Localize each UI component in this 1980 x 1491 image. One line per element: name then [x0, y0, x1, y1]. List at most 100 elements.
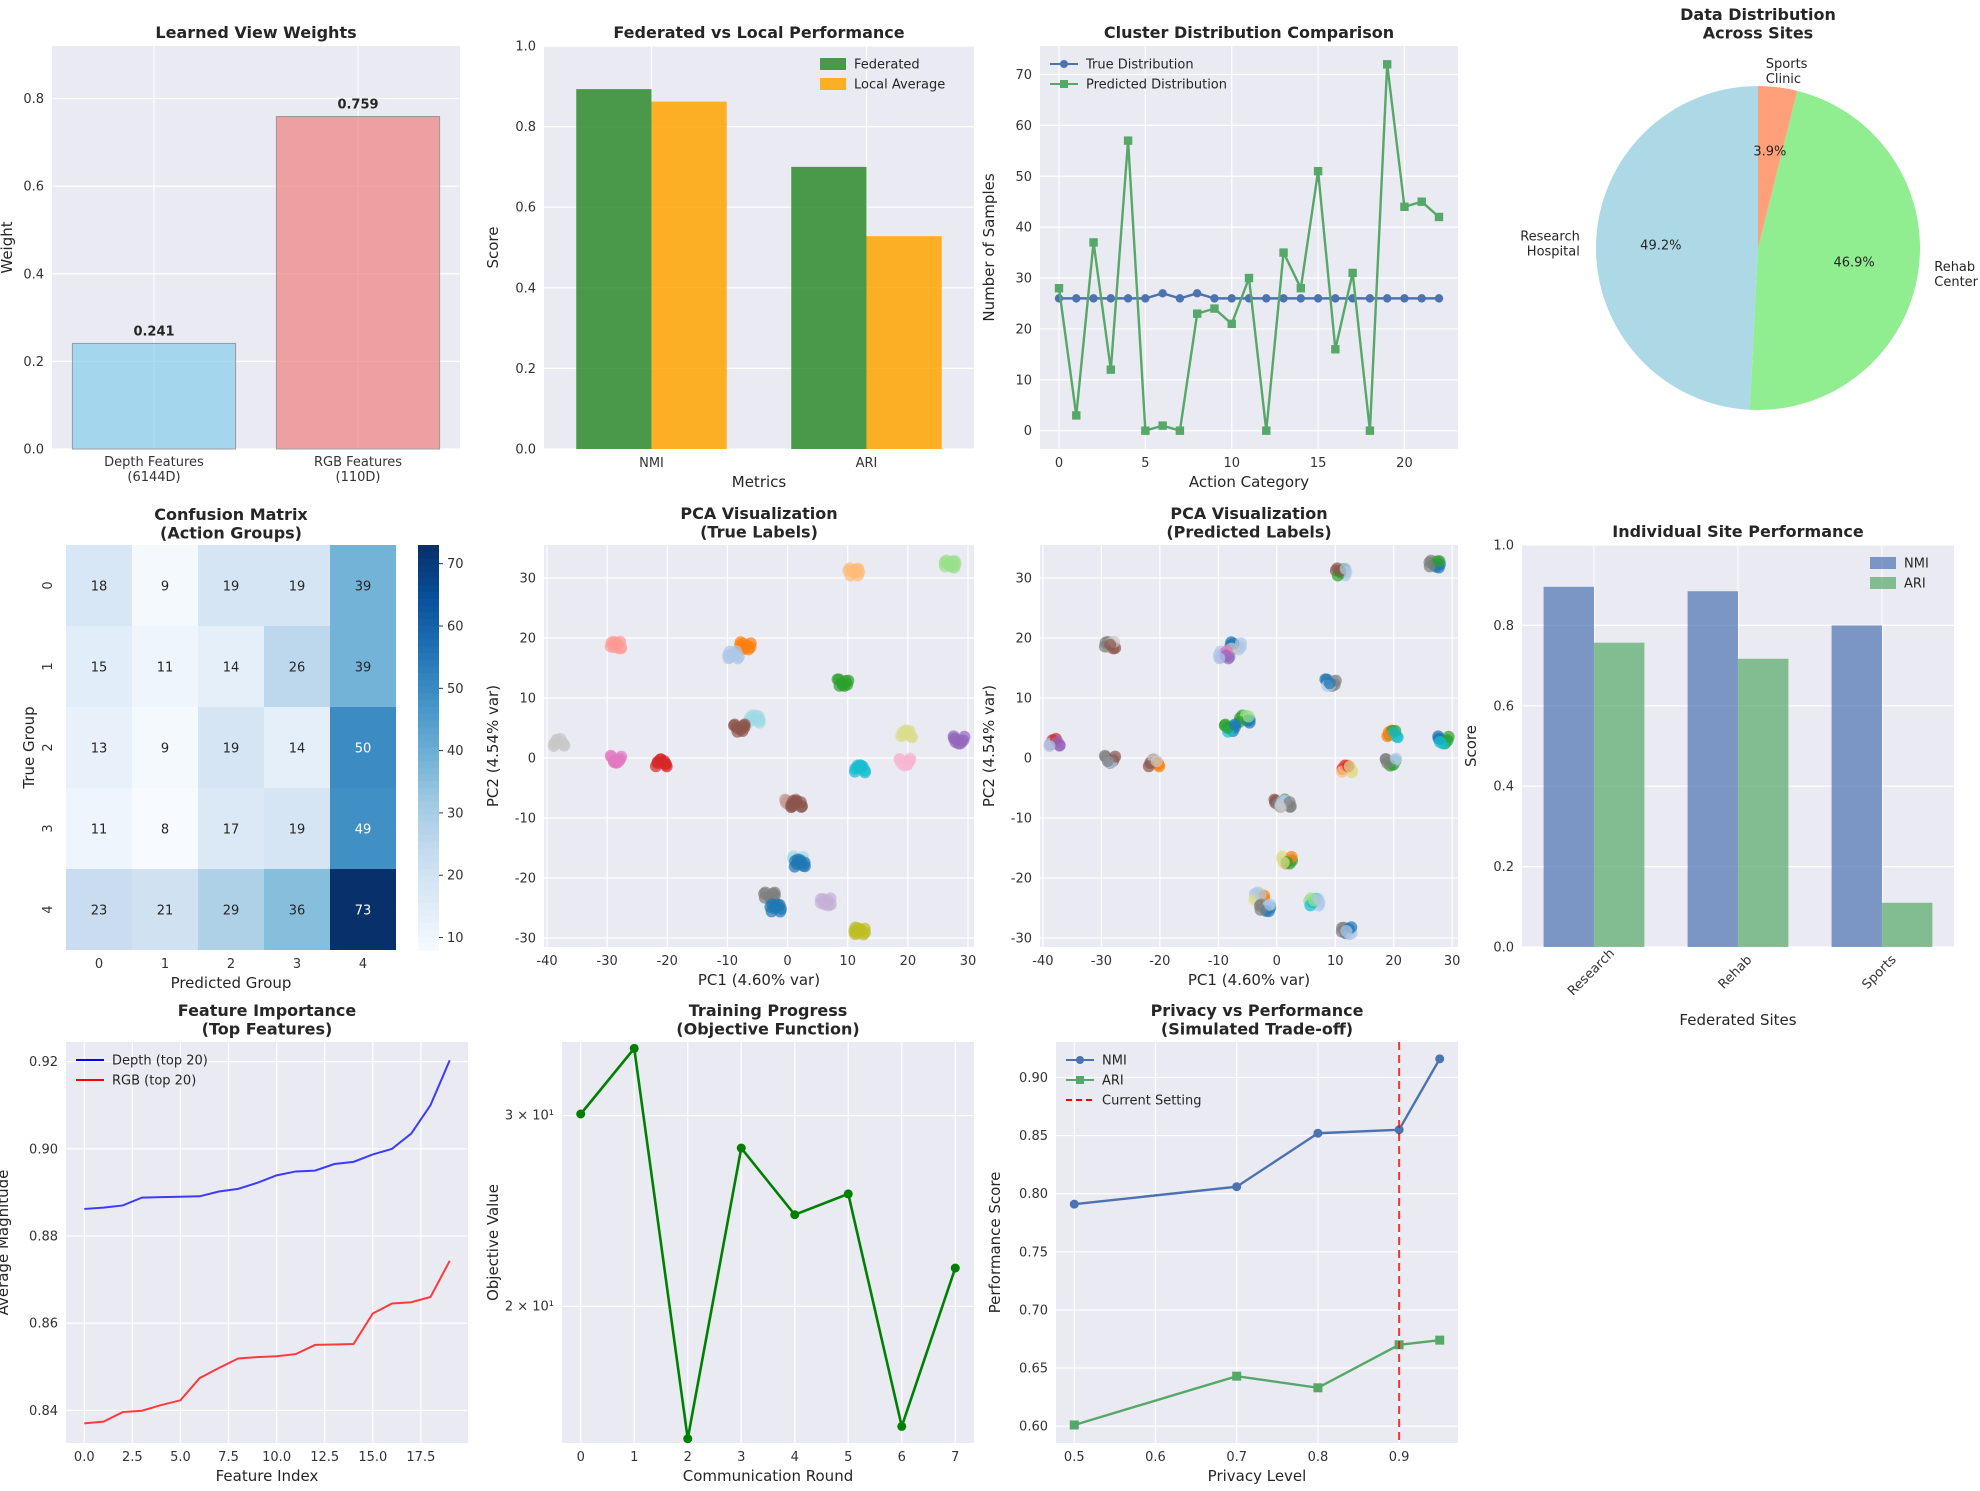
data-distribution-pie-slice-pct: 49.2%	[1640, 239, 1681, 254]
training-progress-ytick-label: 2 × 10¹	[505, 1299, 554, 1314]
confusion-matrix-colorbar-segment	[418, 848, 439, 857]
pca-predicted-labels-point	[1312, 893, 1325, 906]
pca-predicted-labels-point	[1213, 652, 1226, 665]
training-progress-xtick-label: 7	[951, 1450, 959, 1465]
confusion-matrix-ytick-label: 1	[41, 662, 56, 670]
confusion-matrix-cell-value: 9	[161, 580, 169, 595]
data-distribution-pie-title: Data Distribution Across Sites	[1680, 5, 1836, 42]
federated-vs-local-ylabel: Score	[484, 226, 502, 268]
confusion-matrix-colorbar-segment	[418, 659, 439, 668]
pca-true-labels-xtick-label: -40	[536, 954, 557, 969]
confusion-matrix-cell-value: 39	[355, 661, 372, 676]
cluster-distribution-point	[1175, 294, 1185, 303]
site-performance-ytick-label: 0.8	[1493, 619, 1514, 634]
cluster-distribution-point	[1365, 426, 1375, 435]
training-progress-point	[629, 1043, 639, 1053]
feature-importance-series-line	[84, 1059, 451, 1210]
cluster-distribution-legend-label: True Distribution	[1085, 58, 1194, 73]
cluster-distribution-ytick-label: 50	[1015, 170, 1032, 185]
cluster-distribution-point	[1417, 294, 1426, 303]
pca-true-labels-xlabel: PC1 (4.60% var)	[698, 971, 820, 989]
confusion-matrix-cell	[264, 707, 330, 788]
pca-predicted-labels-ytick-label: 10	[1015, 692, 1032, 707]
cluster-distribution-point	[1400, 202, 1409, 211]
federated-vs-local-legend: Federated Local Average	[820, 58, 945, 93]
pca-predicted-labels-xtick-label: 30	[1444, 954, 1461, 969]
learned-view-weights-ytick-label: 0.0	[23, 443, 44, 458]
confusion-matrix-colorbar-segment	[418, 572, 439, 580]
learned-view-weights-xtick-label: RGB Features (110D)	[314, 455, 402, 485]
confusion-matrix-ytick-label: 4	[41, 905, 56, 913]
training-progress-xtick-label: 6	[898, 1450, 906, 1465]
pca-predicted-labels-point	[1423, 560, 1436, 573]
confusion-matrix-cell-value: 14	[223, 661, 240, 676]
learned-view-weights-bar	[71, 342, 237, 450]
confusion-matrix-xtick-label: 4	[359, 957, 367, 972]
confusion-matrix-cell-value: 13	[91, 742, 108, 757]
confusion-matrix-colorbar-segment	[418, 808, 439, 816]
federated-vs-local-xlabel: Metrics	[732, 473, 787, 491]
pca-true-labels-title: PCA Visualization (True Labels)	[680, 504, 837, 541]
pca-predicted-labels-point	[1229, 718, 1242, 731]
confusion-matrix-cell-value: 19	[223, 580, 240, 595]
confusion-matrix-colorbar-segment	[418, 943, 439, 951]
confusion-matrix-colorbar-segment	[418, 875, 439, 884]
site-performance-bar	[1882, 902, 1933, 947]
federated-vs-local-title: Federated vs Local Performance	[613, 23, 904, 42]
pca-predicted-labels-xlabel: PC1 (4.60% var)	[1188, 971, 1310, 989]
site-performance-legend-swatch	[1870, 577, 1896, 589]
confusion-matrix-cell	[330, 707, 396, 788]
data-distribution-pie-slice-pct: 46.9%	[1833, 255, 1874, 270]
cluster-distribution-point	[1106, 294, 1116, 303]
pca-true-labels-ytick-label: 20	[519, 632, 536, 647]
site-performance-xtick-label: Sports	[1859, 952, 1899, 992]
feature-importance-xtick-label: 10.0	[262, 1450, 291, 1465]
pca-true-labels-point	[738, 718, 751, 731]
confusion-matrix-cell	[330, 545, 396, 626]
confusion-matrix-colorbar-segment	[418, 578, 439, 587]
confusion-matrix-cell-value: 49	[355, 823, 372, 838]
privacy-vs-performance-ytick-label: 0.70	[1019, 1303, 1048, 1318]
pca-predicted-labels-point	[1283, 796, 1296, 809]
pca-true-labels-xtick-label: -30	[597, 954, 618, 969]
cluster-distribution-point	[1106, 365, 1116, 374]
confusion-matrix-colorbar-segment	[418, 673, 439, 681]
cluster-distribution-point	[1192, 309, 1202, 318]
confusion-matrix-ytick-label: 3	[41, 824, 56, 832]
confusion-matrix-cell-value: 15	[91, 661, 108, 676]
confusion-matrix-colorbar-label: 60	[447, 620, 464, 635]
confusion-matrix-cell	[330, 626, 396, 707]
pca-true-labels-point	[856, 760, 869, 773]
federated-vs-local-ytick-label: 1.0	[515, 40, 536, 55]
cluster-distribution-point	[1262, 294, 1271, 303]
cluster-distribution-legend: True Distribution Predicted Distribution	[1050, 58, 1227, 93]
training-progress-xtick-label: 3	[737, 1450, 745, 1465]
site-performance-xlabel: Federated Sites	[1679, 1011, 1796, 1029]
pca-true-labels-ytick-label: 30	[519, 572, 536, 587]
cluster-distribution-point	[1382, 294, 1392, 303]
privacy-vs-performance-point	[1069, 1199, 1079, 1209]
site-performance-bar	[1831, 625, 1882, 947]
cluster-distribution-ytick-label: 0	[1024, 424, 1032, 439]
confusion-matrix-colorbar-segment	[418, 889, 439, 897]
training-progress-xtick-label: 2	[684, 1450, 692, 1465]
privacy-vs-performance-point	[1313, 1128, 1323, 1138]
data-distribution-pie-slice	[1596, 86, 1758, 410]
cluster-distribution-xtick-label: 15	[1310, 456, 1327, 471]
privacy-vs-performance-point	[1232, 1371, 1242, 1381]
pca-predicted-labels-point	[1339, 562, 1352, 575]
cluster-distribution-point	[1244, 273, 1254, 283]
pca-true-labels-xtick-label: -20	[657, 954, 678, 969]
confusion-matrix-cell	[66, 869, 132, 950]
cluster-distribution-xtick-label: 5	[1141, 456, 1149, 471]
confusion-matrix-colorbar-segment	[418, 842, 439, 850]
confusion-matrix-cell	[132, 626, 198, 707]
cluster-distribution-point	[1296, 284, 1306, 293]
site-performance-ytick-label: 0.0	[1493, 941, 1514, 956]
confusion-matrix-colorbar-segment	[418, 896, 439, 904]
pca-true-labels-plot-area	[544, 545, 974, 947]
pca-true-labels-point	[610, 638, 623, 651]
privacy-vs-performance-point	[1069, 1420, 1079, 1430]
pca-true-labels-point	[752, 710, 765, 723]
